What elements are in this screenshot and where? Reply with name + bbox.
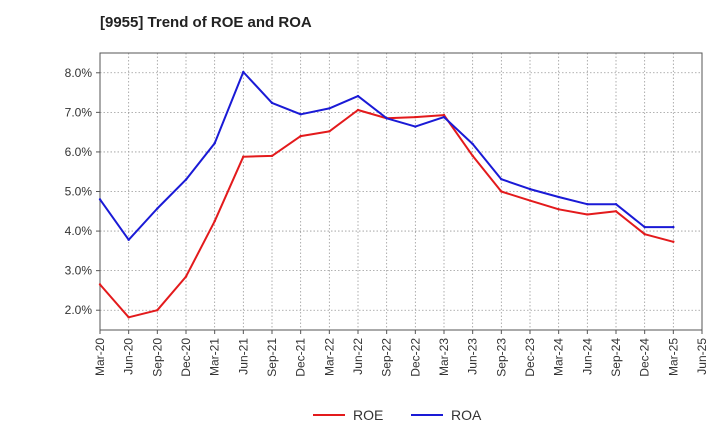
data-point-roe (127, 316, 130, 319)
data-point-roa (299, 113, 302, 116)
data-point-roe (414, 115, 417, 119)
x-tick-label: Mar-22 (322, 338, 336, 376)
x-tick-label: Sep-20 (150, 338, 164, 377)
data-point-roe (614, 210, 618, 213)
data-point-roa (356, 94, 360, 98)
x-tick-label: Dec-21 (294, 338, 308, 377)
x-tick-label: Dec-24 (638, 338, 652, 377)
x-tick-label: Sep-24 (609, 338, 623, 377)
data-point-roa (528, 187, 532, 191)
data-point-roa (98, 198, 102, 201)
x-tick-label: Sep-21 (265, 338, 279, 377)
data-point-roe (442, 113, 446, 117)
y-tick-label: 4.0% (65, 224, 93, 238)
data-point-roe (672, 240, 675, 243)
x-tick-label: Dec-22 (408, 338, 422, 377)
data-point-roe (500, 190, 503, 193)
data-point-roa (328, 107, 331, 110)
data-point-roa (242, 70, 245, 74)
data-point-roa (156, 207, 159, 210)
data-point-roa (614, 202, 618, 206)
data-point-roe (528, 199, 532, 202)
data-point-roe (184, 275, 188, 278)
data-point-roa (385, 117, 388, 120)
legend: ROE ROA (313, 407, 482, 423)
y-tick-label: 8.0% (65, 66, 93, 80)
data-point-roa (586, 202, 589, 206)
legend-label: ROE (353, 407, 383, 423)
x-tick-label: Sep-23 (494, 338, 508, 377)
data-point-roe (328, 130, 331, 133)
data-point-roa (127, 238, 130, 241)
x-tick-label: Jun-24 (580, 338, 594, 375)
data-point-roe (557, 208, 560, 211)
data-point-roe (242, 155, 245, 158)
x-tick-label: Mar-24 (552, 338, 566, 376)
x-tick-label: Sep-22 (380, 338, 394, 377)
data-point-roe (356, 108, 360, 112)
x-tick-label: Jun-21 (236, 338, 250, 375)
data-point-roe (98, 283, 102, 286)
data-point-roe (586, 213, 589, 216)
y-tick-label: 2.0% (65, 303, 93, 317)
x-tick-label: Mar-20 (93, 338, 107, 376)
x-tick-label: Mar-23 (437, 338, 451, 376)
x-tick-label: Jun-25 (695, 338, 709, 375)
data-point-roa (672, 225, 675, 229)
data-point-roe (299, 134, 302, 138)
grid-lines (100, 53, 702, 330)
y-tick-label: 3.0% (65, 264, 93, 278)
data-point-roa (184, 178, 188, 181)
x-tick-label: Dec-20 (179, 338, 193, 377)
data-point-roa (414, 125, 417, 128)
data-point-roe (643, 233, 646, 236)
x-tick-label: Mar-21 (208, 338, 222, 376)
y-tick-label: 6.0% (65, 145, 93, 159)
x-tick-label: Jun-23 (466, 338, 480, 375)
axes: 2.0% 3.0% 4.0% 5.0% 6.0% 7.0% 8.0% Mar-20 Jun-20… (65, 66, 709, 377)
data-point-roe (270, 154, 274, 158)
data-point-roa (270, 101, 274, 105)
legend-item-roe: ROE (313, 407, 383, 423)
data-point-roa (643, 225, 646, 229)
data-point-roe (156, 309, 159, 312)
x-tick-label: Jun-20 (122, 338, 136, 375)
data-point-roa (442, 115, 446, 119)
data-point-roa (500, 178, 503, 181)
x-tick-label: Jun-22 (351, 338, 365, 375)
series-lines (98, 70, 675, 319)
x-tick-label: Dec-23 (523, 338, 537, 377)
legend-label: ROA (451, 407, 482, 423)
data-point-roa (213, 142, 216, 145)
legend-item-roa: ROA (411, 407, 482, 423)
data-point-roe (471, 154, 474, 158)
y-tick-label: 7.0% (65, 105, 93, 119)
chart-title: [9955] Trend of ROE and ROA (100, 14, 312, 31)
y-tick-label: 5.0% (65, 185, 93, 199)
x-tick-label: Mar-25 (666, 338, 680, 376)
data-point-roe (213, 219, 216, 223)
data-point-roa (557, 195, 560, 199)
data-point-roa (471, 142, 474, 146)
